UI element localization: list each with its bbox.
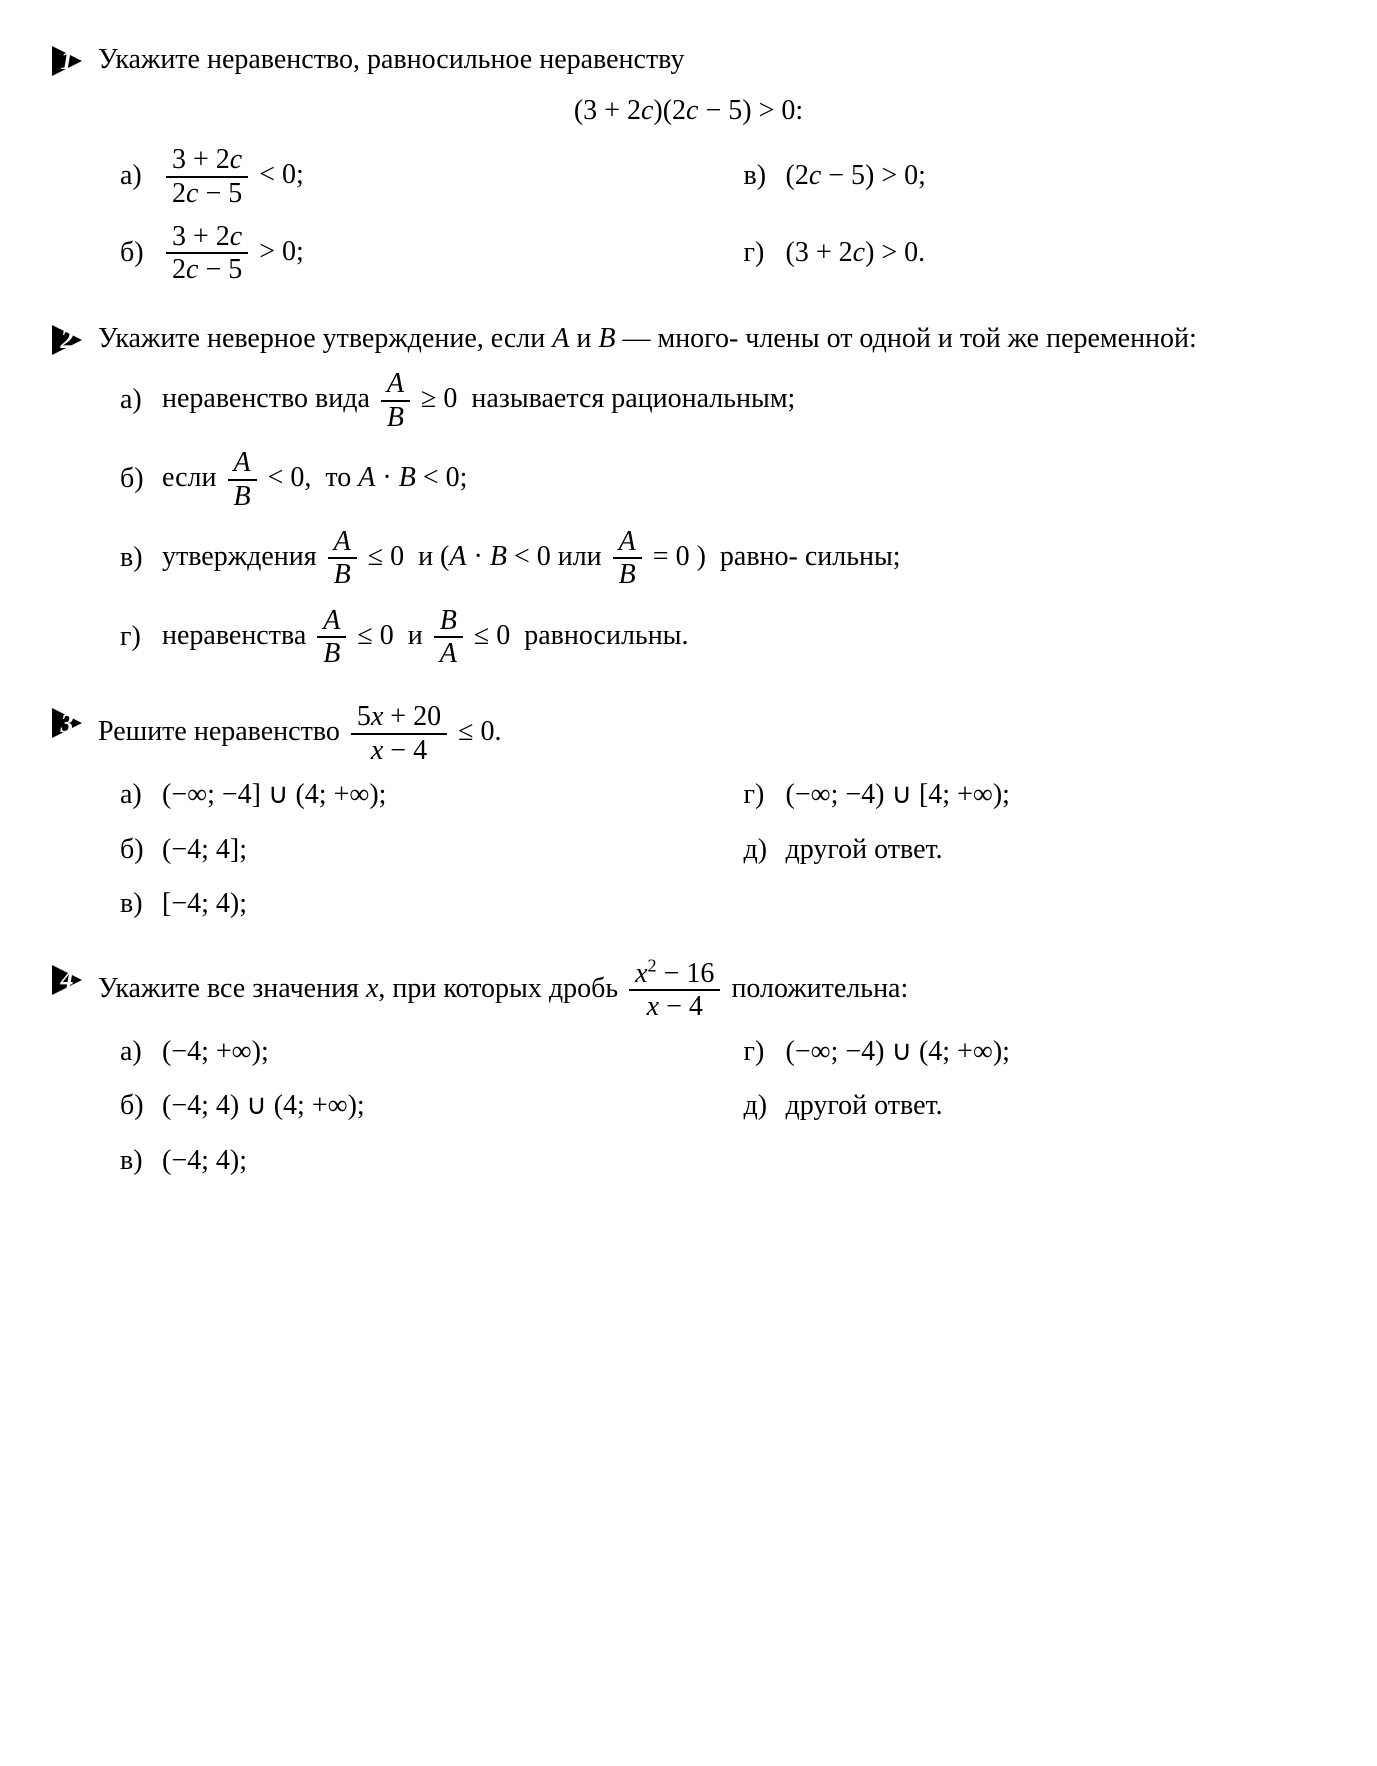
problem-3: 3 Решите неравенство 5x + 20x − 4 ≤ 0. а… (50, 702, 1327, 925)
problem-1-options: а)3 + 2c2c − 5 < 0; в)(2c − 5) > 0; б)3 … (120, 145, 1327, 285)
problem-number-3: 3 (61, 705, 74, 743)
problem-marker-3: 3 (50, 706, 84, 740)
problem-marker-4: 4 (50, 963, 84, 997)
option-3blank (744, 884, 1328, 925)
problem-2-prompt: 2 Укажите неверное утверждение, если A и… (50, 319, 1327, 360)
option-2g: г)неравенства AB ≤ 0 и BA ≤ 0 равносильн… (120, 606, 1327, 669)
problem-1: 1 Укажите неравенство, равносильное нера… (50, 40, 1327, 285)
problem-2-options: а)неравенство вида AB ≥ 0 называется рац… (120, 369, 1327, 668)
problem-number-1: 1 (61, 42, 74, 80)
problem-4-text: Укажите все значения x, при которых дроб… (98, 959, 1327, 1022)
option-1g: г)(3 + 2c) > 0. (744, 222, 1328, 285)
option-3b: б)(−4; 4]; (120, 830, 704, 871)
problem-marker-1: 1 (50, 44, 84, 78)
option-4b: б)(−4; 4) ∪ (4; +∞); (120, 1086, 704, 1127)
option-3a: а)(−∞; −4] ∪ (4; +∞); (120, 775, 704, 816)
option-4blank (744, 1141, 1328, 1182)
problem-3-prompt: 3 Решите неравенство 5x + 20x − 4 ≤ 0. (50, 702, 1327, 765)
problem-marker-2: 2 (50, 323, 84, 357)
option-2b: б)если AB < 0, то A · B < 0; (120, 448, 1327, 511)
option-1a: а)3 + 2c2c − 5 < 0; (120, 145, 704, 208)
problem-2: 2 Укажите неверное утверждение, если A и… (50, 319, 1327, 669)
option-3v: в)[−4; 4); (120, 884, 704, 925)
problem-3-options: а)(−∞; −4] ∪ (4; +∞); г)(−∞; −4) ∪ [4; +… (120, 775, 1327, 925)
problem-number-4: 4 (61, 961, 74, 999)
option-1v: в)(2c − 5) > 0; (744, 145, 1328, 208)
problem-4-prompt: 4 Укажите все значения x, при которых др… (50, 959, 1327, 1022)
option-4a: а)(−4; +∞); (120, 1032, 704, 1073)
problem-number-2: 2 (61, 321, 74, 359)
problem-4-options: а)(−4; +∞); г)(−∞; −4) ∪ (4; +∞); б)(−4;… (120, 1032, 1327, 1182)
problem-1-text: Укажите неравенство, равносильное нераве… (98, 40, 1327, 81)
option-2a: а)неравенство вида AB ≥ 0 называется рац… (120, 369, 1327, 432)
option-2v: в)утверждения AB ≤ 0 и (A · B < 0 или AB… (120, 527, 1327, 590)
option-4g: г)(−∞; −4) ∪ (4; +∞); (744, 1032, 1328, 1073)
problem-3-text: Решите неравенство 5x + 20x − 4 ≤ 0. (98, 702, 1327, 765)
problem-1-formula: (3 + 2c)(2c − 5) > 0: (50, 91, 1327, 132)
option-4v: в)(−4; 4); (120, 1141, 704, 1182)
problem-4: 4 Укажите все значения x, при которых др… (50, 959, 1327, 1182)
problem-1-prompt: 1 Укажите неравенство, равносильное нера… (50, 40, 1327, 81)
problem-2-text: Укажите неверное утверждение, если A и B… (98, 319, 1327, 360)
option-1b: б)3 + 2c2c − 5 > 0; (120, 222, 704, 285)
option-3d: д)другой ответ. (744, 830, 1328, 871)
option-4d: д)другой ответ. (744, 1086, 1328, 1127)
option-3g: г)(−∞; −4) ∪ [4; +∞); (744, 775, 1328, 816)
